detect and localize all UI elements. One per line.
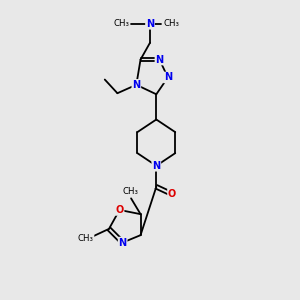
Text: N: N <box>146 19 154 29</box>
Text: N: N <box>155 55 164 64</box>
Text: N: N <box>164 72 172 82</box>
Text: N: N <box>152 161 160 171</box>
Text: CH₃: CH₃ <box>114 19 130 28</box>
Text: CH₃: CH₃ <box>163 19 179 28</box>
Text: N: N <box>132 80 140 90</box>
Text: CH₃: CH₃ <box>122 187 138 196</box>
Text: CH₃: CH₃ <box>78 234 94 243</box>
Text: O: O <box>168 189 176 199</box>
Text: O: O <box>116 205 124 215</box>
Text: N: N <box>118 238 127 248</box>
